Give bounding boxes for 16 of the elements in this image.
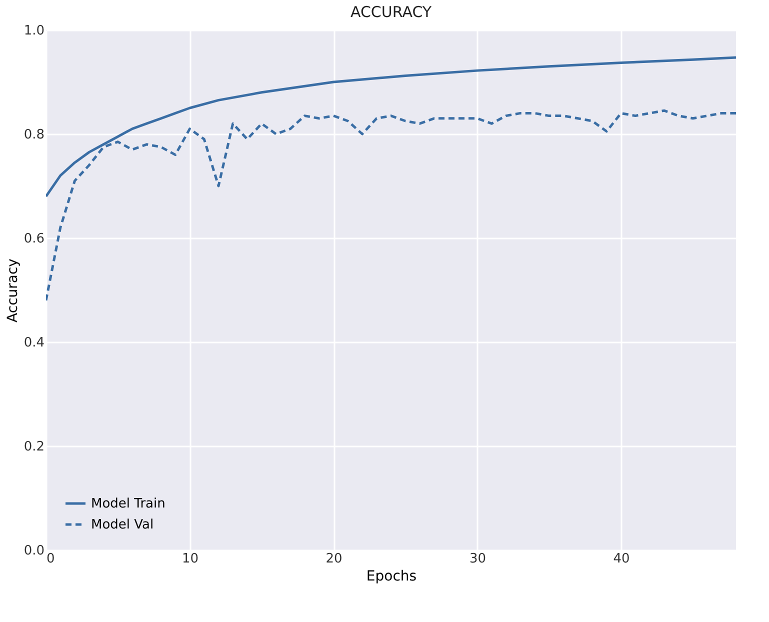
y-tick-label: 0.0 [24,544,44,558]
y-axis-title: Accuracy [4,258,21,322]
x-tick-label: 20 [326,552,342,566]
y-tick-label: 0.2 [24,440,44,454]
y-tick-label: 0.6 [24,232,44,246]
chart-title: ACCURACY [350,3,432,21]
x-axis-title: Epochs [366,568,417,584]
x-tick-label: 0 [46,552,55,566]
y-tick-label: 1.0 [24,24,44,38]
legend-label: Model Train [91,496,166,512]
x-tick-label: 30 [469,552,486,566]
y-tick-label: 0.8 [24,128,44,142]
x-tick-label: 40 [613,552,630,566]
y-tick-label: 0.4 [24,336,44,350]
legend-label: Model Val [91,518,154,532]
x-tick-label: 10 [182,552,199,566]
